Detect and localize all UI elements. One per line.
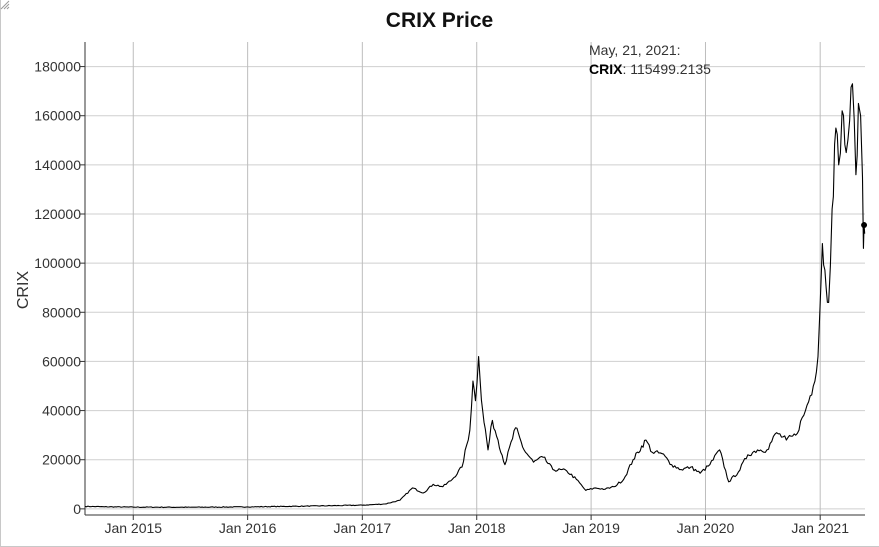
hover-date-label: May, 21, 2021: — [589, 42, 681, 58]
y-tick-label: 60000 — [42, 353, 81, 369]
x-axis-ticks: Jan 2015 Jan 2016 Jan 2017 Jan 2018 Jan 2019… — [104, 515, 849, 536]
y-tick-label: 0 — [73, 501, 81, 517]
gridlines — [85, 42, 865, 515]
y-tick-label: 100000 — [34, 255, 81, 271]
y-tick-label: 120000 — [34, 206, 81, 222]
y-axis-label: CRIX — [15, 271, 32, 310]
hover-series-name: CRIX — [589, 61, 623, 77]
x-tick-label: Jan 2021 — [791, 520, 849, 536]
hover-value-text: : 115499.2135 — [622, 61, 711, 77]
y-axis-ticks: 0 20000 40000 60000 80000 100000 120000 140000 1… — [34, 59, 85, 517]
hover-value-readout: CRIX: 115499.2135 — [589, 61, 711, 77]
y-tick-label: 80000 — [42, 304, 81, 320]
x-tick-label: Jan 2019 — [562, 520, 620, 536]
y-tick-label: 180000 — [34, 59, 81, 75]
y-tick-label: 40000 — [42, 403, 81, 419]
x-tick-label: Jan 2016 — [219, 520, 277, 536]
crix-price-line — [84, 83, 866, 509]
x-tick-label: Jan 2017 — [334, 520, 392, 536]
frame-left-border — [0, 0, 1, 547]
resize-grip-icon[interactable] — [0, 0, 10, 10]
hover-point-marker — [861, 222, 868, 229]
x-tick-label: Jan 2018 — [448, 520, 506, 536]
y-tick-label: 140000 — [34, 157, 81, 173]
y-tick-label: 160000 — [34, 108, 81, 124]
y-tick-label: 20000 — [42, 452, 81, 468]
x-tick-label: Jan 2015 — [104, 520, 162, 536]
x-tick-label: Jan 2020 — [677, 520, 735, 536]
chart-title: CRIX Price — [385, 9, 494, 32]
